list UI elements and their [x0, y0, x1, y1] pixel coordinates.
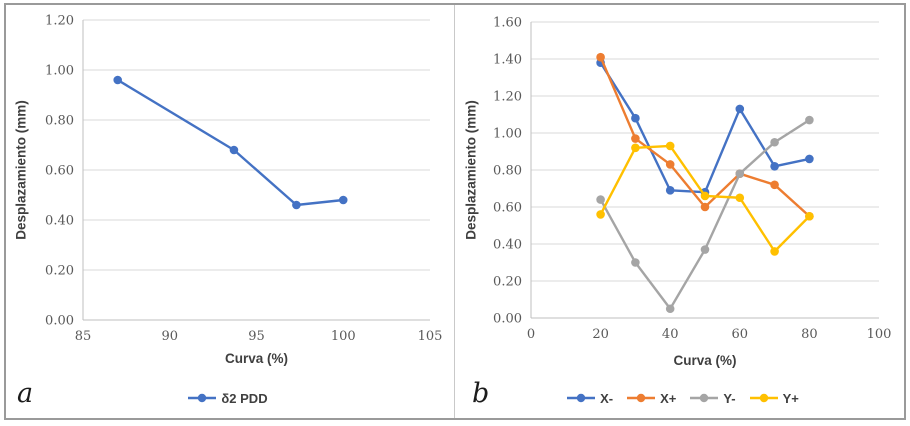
y-tick-label: 0.80	[45, 114, 74, 129]
y-tick-label: 0.00	[493, 312, 522, 327]
data-point	[596, 195, 605, 204]
chart-a-y-axis-title: Desplazamiento (mm)	[13, 100, 29, 240]
chart-b-plot: 0.00 0.20 0.40 0.60 0.80 1.00 1.20 1.40 1.60 0 20 4…	[493, 16, 892, 343]
x-tick-label: 95	[248, 329, 265, 344]
y-tick-label: 0.40	[493, 238, 522, 253]
chart-b-x-axis-title: Curva (%)	[673, 353, 737, 368]
y-tick-label: 1.40	[493, 53, 522, 68]
data-point	[770, 162, 779, 171]
x-tick-label: 100	[331, 329, 356, 344]
legend-item-X+: X+	[626, 391, 676, 406]
y-tick-label: 0.60	[493, 201, 522, 216]
chart-a-plot: 0.00 0.20 0.40 0.60 0.80 1.00 1.20 85 90 95 100 105	[45, 14, 443, 345]
legend-label: X+	[660, 390, 677, 406]
x-tick-label: 100	[867, 327, 892, 342]
data-point	[113, 75, 122, 85]
legend-label: Y-	[723, 390, 736, 406]
x-tick-label: 20	[592, 327, 609, 342]
data-point	[700, 202, 710, 212]
y-tick-label: 0.80	[493, 164, 522, 179]
panel-letter-b: b	[472, 378, 490, 409]
data-point	[770, 180, 779, 190]
data-point	[735, 169, 745, 178]
legend-marker-icon	[690, 393, 719, 403]
data-point	[665, 186, 675, 195]
chart-a-legend: δ2 PDD	[0, 387, 455, 409]
data-point	[631, 143, 640, 153]
legend-item-δ2 PDD: δ2 PDD	[187, 390, 268, 406]
y-tick-label: 1.20	[45, 14, 74, 29]
data-point	[665, 141, 675, 151]
x-tick-label: 90	[161, 329, 178, 344]
legend-marker-icon	[188, 393, 217, 403]
y-tick-label: 1.20	[493, 90, 522, 105]
data-point	[770, 137, 779, 147]
data-point	[735, 104, 745, 114]
data-point	[596, 52, 605, 62]
chart-b-legend: X- X+ Y- Y+	[455, 387, 910, 409]
data-point	[805, 211, 814, 221]
y-tick-label: 0.60	[45, 164, 74, 179]
legend-label: δ2 PDD	[221, 390, 268, 406]
data-point	[805, 115, 814, 125]
panel-letter-a: a	[17, 378, 34, 409]
chart-panel-a: 0.00 0.20 0.40 0.60 0.80 1.00 1.20 85 90 95 100 105…	[0, 14, 455, 409]
series-line-δ2 PDD	[116, 78, 345, 207]
data-point	[596, 210, 605, 219]
y-tick-label: 0.20	[45, 264, 74, 279]
y-tick-label: 1.60	[493, 16, 522, 31]
y-tick-label: 1.00	[45, 64, 74, 79]
x-tick-label: 105	[418, 329, 443, 344]
data-point	[770, 247, 779, 256]
chart-panel-b: 0.00 0.20 0.40 0.60 0.80 1.00 1.20 1.40 1.60 0 20 4…	[455, 0, 910, 426]
data-point	[700, 245, 710, 254]
data-point	[631, 258, 640, 267]
x-tick-label: 60	[732, 327, 749, 342]
chart-b-y-axis-title: Desplazamiento (mm)	[463, 100, 479, 240]
legend-label: Y+	[782, 390, 799, 406]
data-point	[700, 191, 710, 201]
legend-marker-icon	[627, 393, 656, 403]
data-point	[338, 195, 348, 205]
y-tick-label: 0.20	[493, 275, 522, 290]
data-point	[665, 304, 675, 314]
y-tick-label: 0.00	[45, 314, 74, 329]
panel-divider	[454, 5, 455, 418]
data-point	[229, 145, 239, 155]
chart-a-x-axis-title: Curva (%)	[224, 351, 288, 366]
x-tick-label: 0	[527, 327, 535, 342]
legend-item-Y-: Y-	[689, 390, 736, 406]
legend-item-X-: X-	[566, 391, 613, 406]
data-point	[292, 200, 301, 210]
legend-item-Y+: Y+	[749, 391, 799, 406]
data-point	[735, 193, 745, 203]
y-tick-label: 0.40	[45, 214, 74, 229]
x-tick-label: 80	[801, 327, 818, 342]
x-tick-label: 40	[662, 327, 679, 342]
x-tick-label: 85	[75, 329, 92, 344]
y-tick-label: 1.00	[493, 127, 522, 142]
legend-marker-icon	[567, 393, 596, 403]
data-point	[631, 113, 640, 123]
legend-marker-icon	[749, 393, 778, 403]
data-point	[631, 134, 640, 143]
legend-label: X-	[600, 390, 614, 406]
data-point	[665, 160, 675, 169]
data-point	[805, 154, 814, 164]
